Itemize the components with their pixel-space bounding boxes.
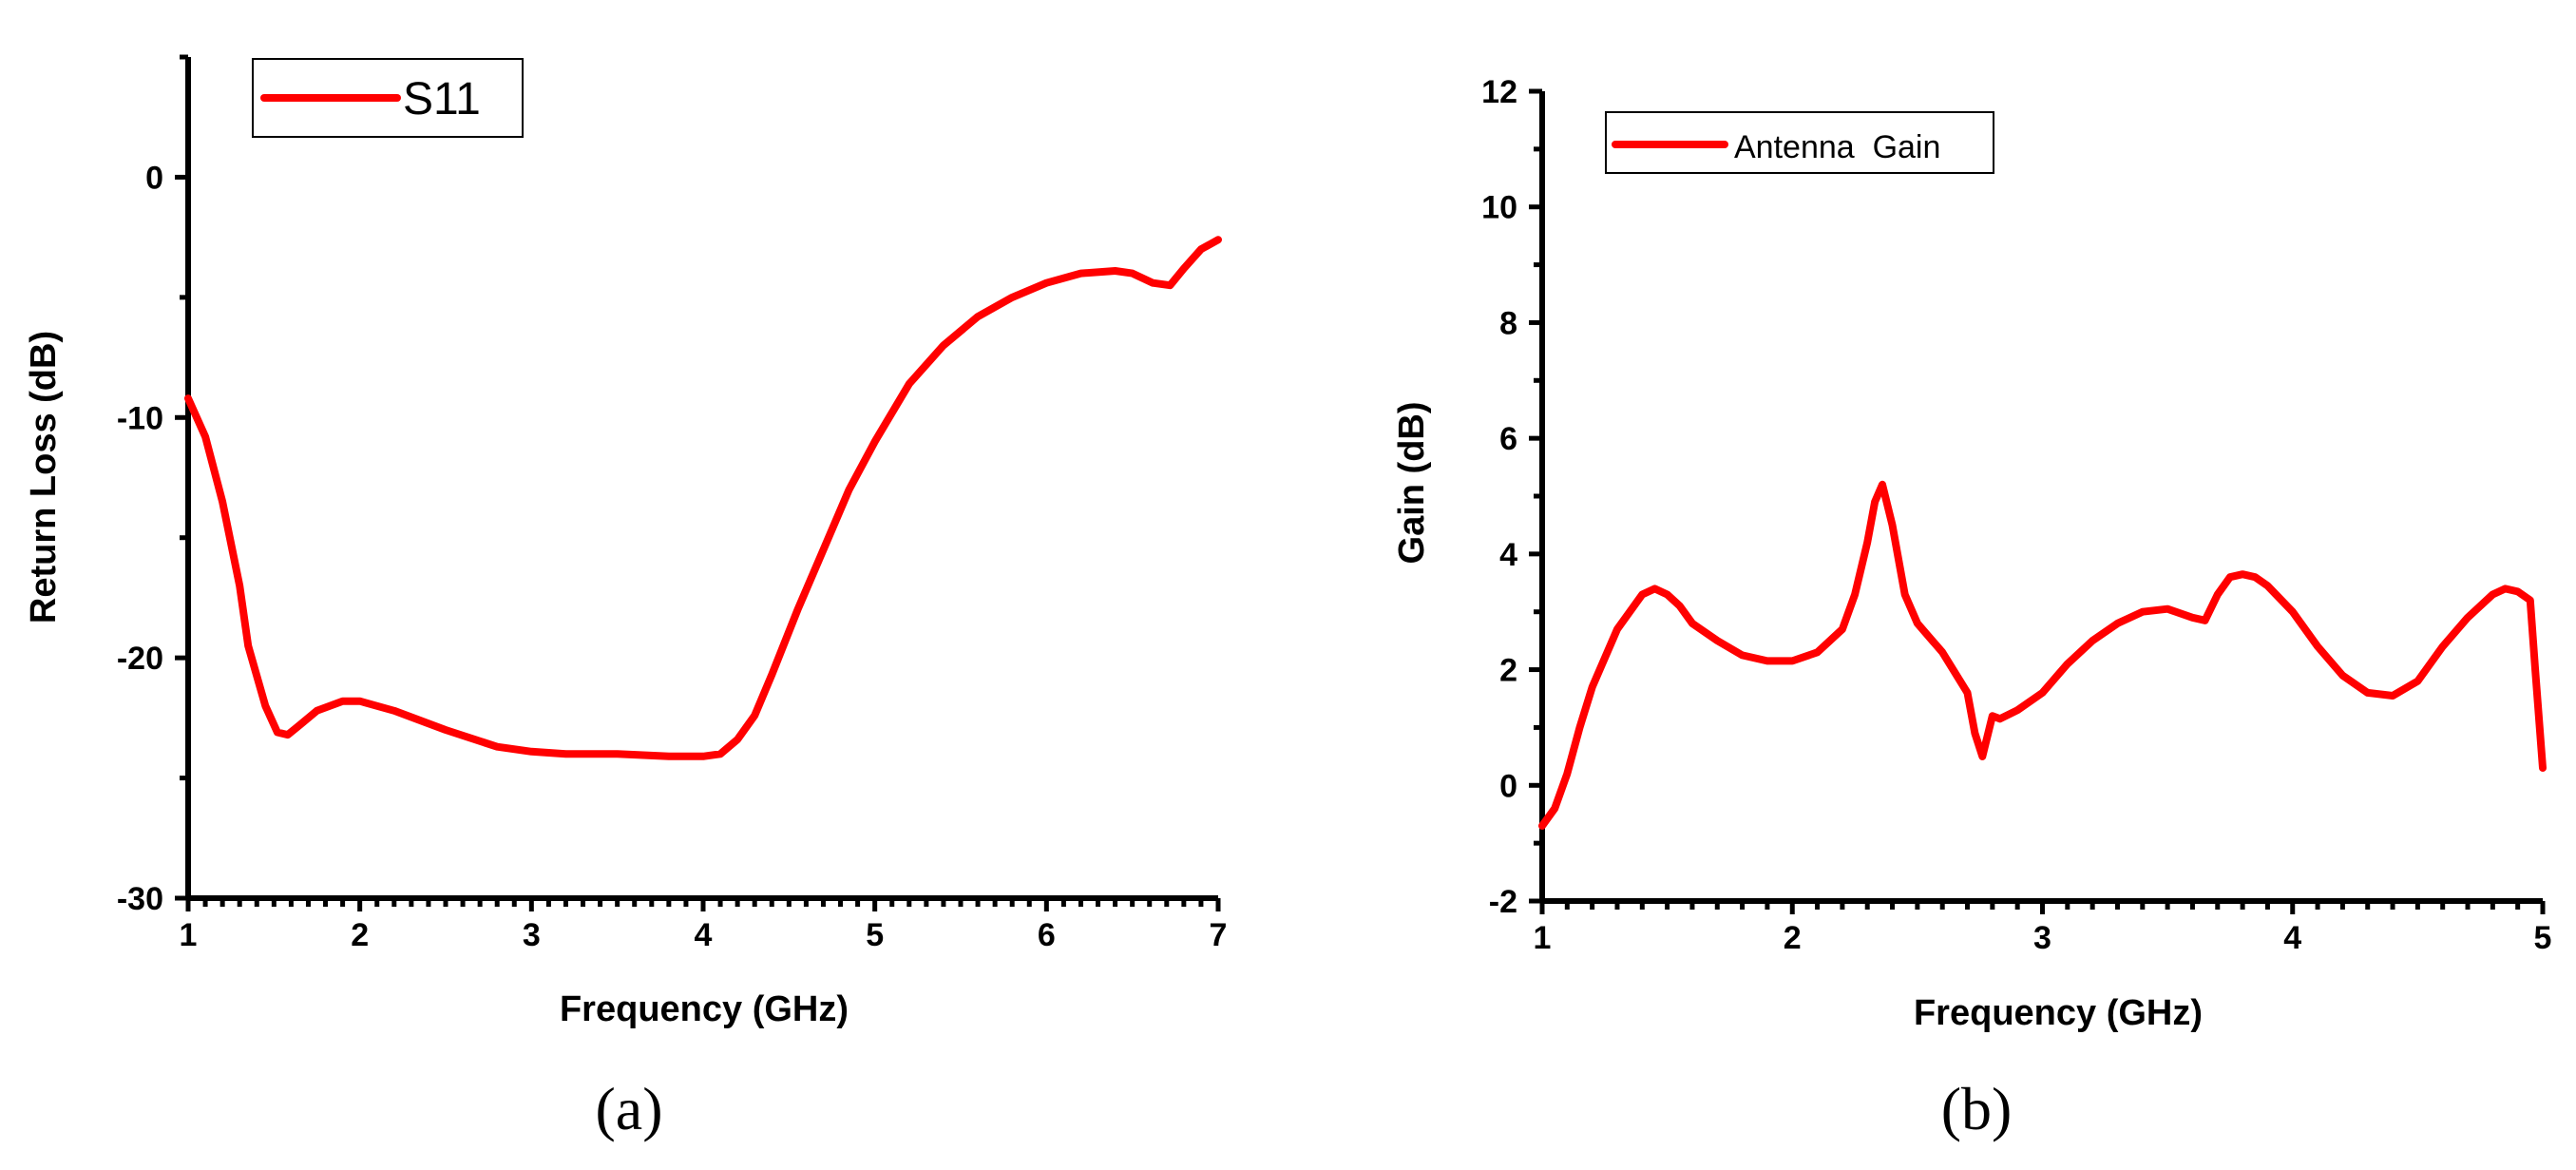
return-loss-y-tick-label: -20: [117, 641, 163, 677]
antenna-gain-y-tick-label: 12: [1481, 74, 1517, 110]
antenna-gain-x-label: Frequency (GHz): [1914, 993, 2203, 1033]
antenna-gain-x-tick-label: 4: [2283, 920, 2301, 956]
antenna-gain-y-tick-label: 4: [1499, 537, 1517, 573]
return-loss-x-tick-label: 2: [351, 917, 369, 953]
return-loss-x-tick-label: 1: [180, 917, 198, 953]
return-loss-tick-labels: 1 2 3 4 5 6 7 -30 -20 -10 0: [117, 160, 1228, 953]
s11-legend-label: S11: [403, 74, 481, 125]
antenna-gain-legend-box: [1605, 111, 1994, 174]
return-loss-x-label: Frequency (GHz): [560, 989, 849, 1029]
antenna-gain-legend: Antenna Gain: [1605, 111, 1994, 174]
antenna-gain-y-tick-label: 8: [1499, 305, 1517, 341]
antenna-gain-y-tick-label: 0: [1499, 768, 1517, 804]
antenna-gain-x-tick-label: 3: [2033, 920, 2051, 956]
antenna-gain-y-tick-label: 2: [1499, 653, 1517, 689]
antenna-gain-y-tick-label: 10: [1481, 190, 1517, 226]
antenna-gain-legend-label: Antenna Gain: [1734, 129, 1940, 165]
return-loss-x-tick-label: 6: [1038, 917, 1056, 953]
return-loss-x-tick-label: 3: [523, 917, 541, 953]
antenna-gain-curve: [1538, 480, 2547, 830]
antenna-gain-ticks: [1529, 88, 2546, 914]
antenna-gain-x-tick-label: 5: [2534, 920, 2552, 956]
antenna-gain-y-label: Gain (dB): [1392, 402, 1432, 565]
return-loss-y-label: Return Loss (dB): [24, 331, 64, 623]
return-loss-ticks: [175, 54, 1221, 911]
antenna-gain-y-tick-label: 6: [1499, 421, 1517, 457]
antenna-gain-x-tick-label: 2: [1784, 920, 1802, 956]
return-loss-y-tick-label: 0: [145, 160, 163, 196]
return-loss-x-tick-label: 7: [1210, 917, 1228, 953]
return-loss-y-tick-label: -30: [117, 881, 163, 917]
caption-a: (a): [595, 1075, 662, 1142]
caption-b: (b): [1941, 1075, 2013, 1142]
return-loss-legend: S11: [252, 58, 524, 138]
return-loss-y-tick-label: -10: [117, 400, 163, 436]
antenna-gain-y-tick-label: -2: [1489, 884, 1517, 920]
antenna-gain-x-tick-label: 1: [1534, 920, 1552, 956]
return-loss-chart: 1 2 3 4 5 6 7 -30 -20 -10 0 S11 Frequency (GHz) Re…: [24, 54, 1228, 1142]
s11-curve: [184, 236, 1222, 760]
return-loss-x-tick-label: 4: [695, 917, 713, 953]
return-loss-x-tick-label: 5: [866, 917, 884, 953]
